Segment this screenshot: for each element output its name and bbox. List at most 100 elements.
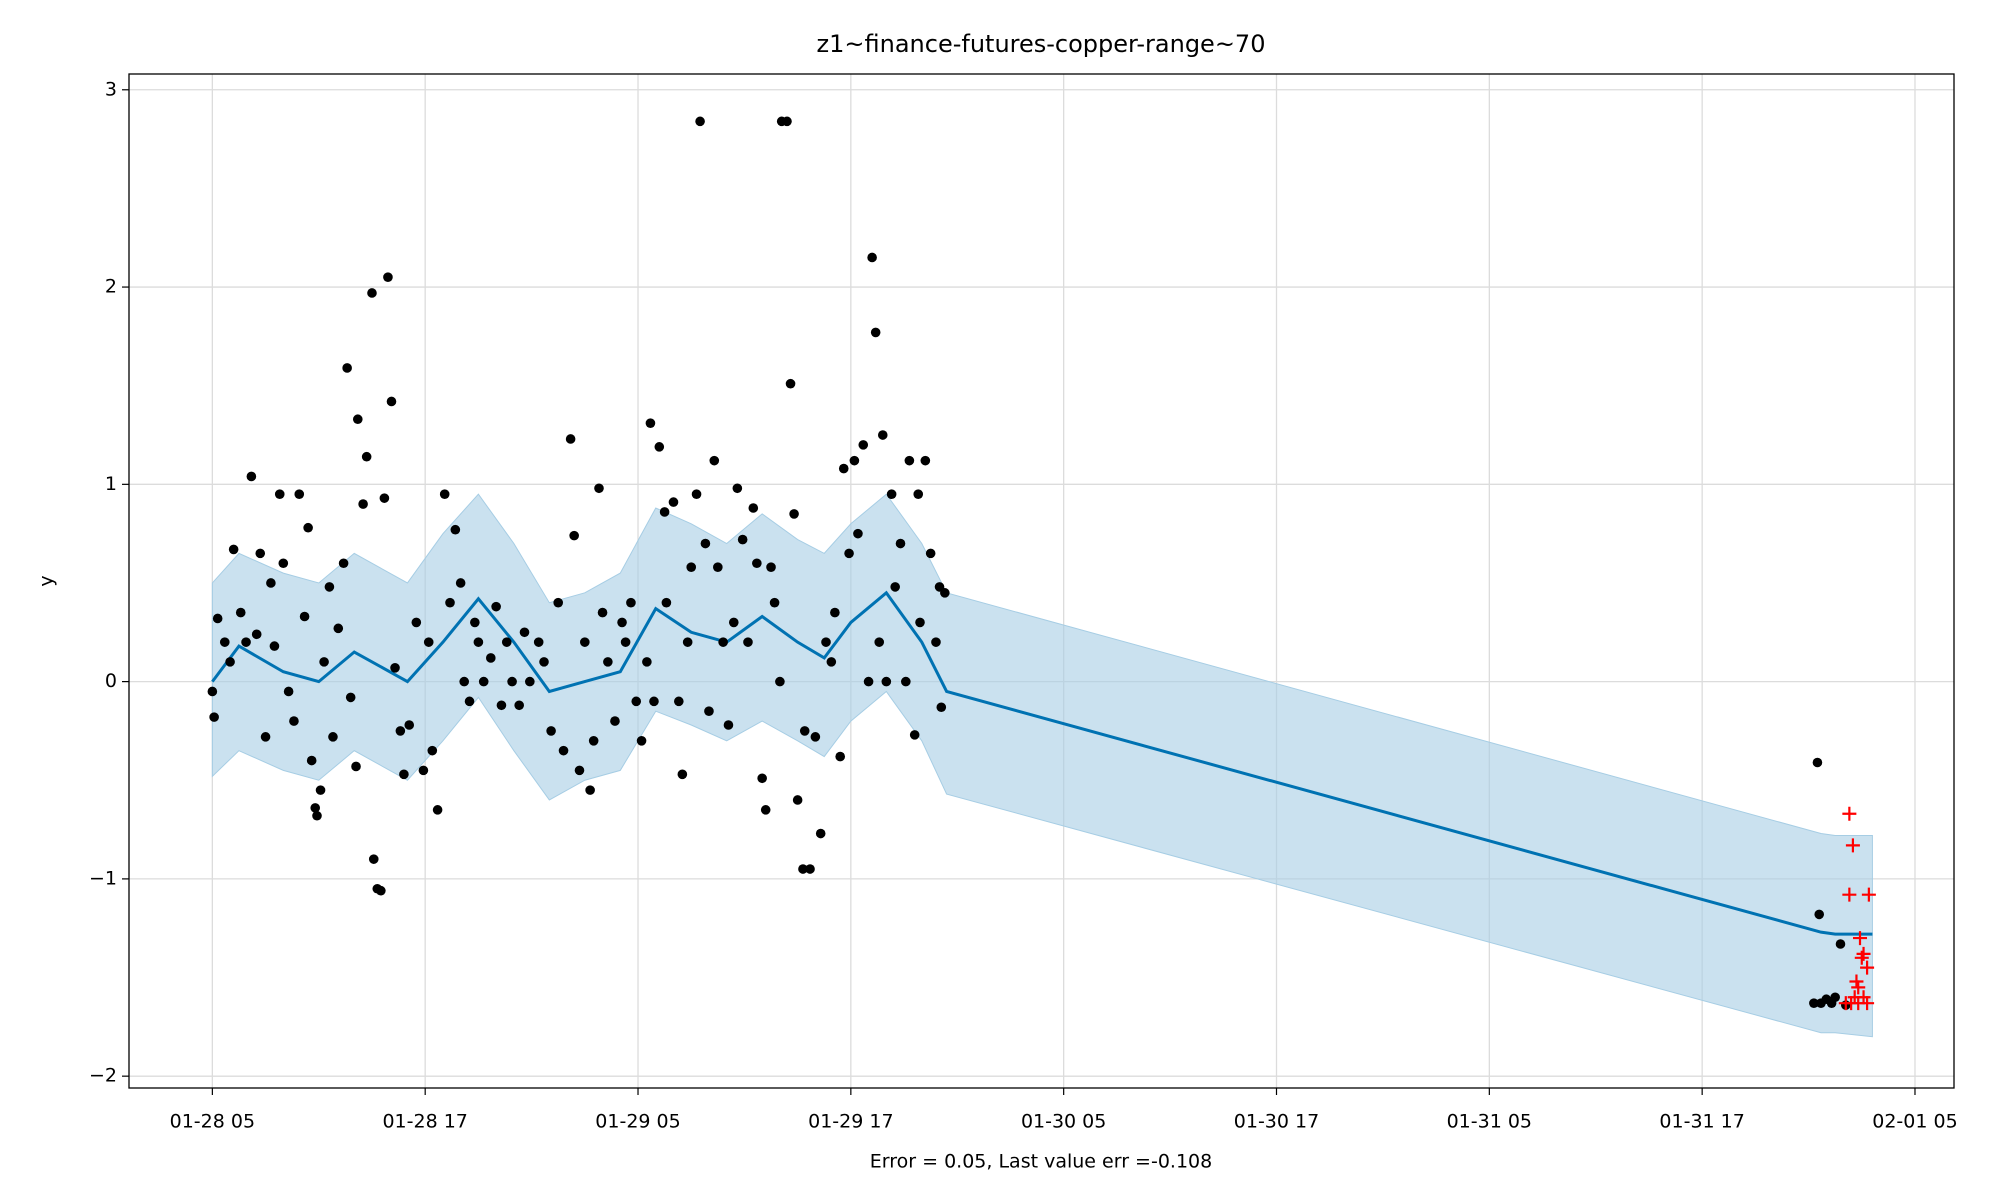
observation-point — [289, 716, 299, 726]
observation-point — [439, 489, 450, 499]
observation-point — [709, 455, 720, 466]
observation-point — [691, 489, 702, 499]
observation-point — [514, 700, 524, 711]
observation-point — [278, 558, 289, 569]
observation-point — [810, 732, 821, 742]
observation-point — [328, 732, 338, 742]
observation-point — [909, 730, 920, 740]
observation-point — [821, 637, 831, 647]
observation-point — [455, 578, 466, 588]
y-tick-label: −1 — [89, 867, 117, 889]
observation-point — [383, 272, 393, 282]
observation-point — [376, 885, 386, 896]
observation-point — [863, 676, 874, 687]
observation-point — [478, 676, 489, 687]
observation-point — [274, 489, 285, 499]
observation-point — [569, 530, 579, 541]
observation-point — [728, 617, 739, 628]
observation-point — [351, 761, 361, 772]
observation-point — [782, 116, 792, 127]
x-tick-label: 02-01 05 — [1872, 1111, 1957, 1133]
actual-marker — [1851, 980, 1866, 995]
observation-point — [580, 637, 590, 647]
x-tick-label: 01-31 17 — [1659, 1111, 1744, 1133]
observation-point — [870, 327, 881, 338]
observation-point — [877, 430, 888, 440]
observation-point — [792, 795, 803, 805]
x-axis-label: Error = 0.05, Last value err =-0.108 — [870, 1151, 1212, 1173]
observation-point — [890, 582, 900, 592]
y-tick-label: 2 — [105, 276, 117, 298]
actual-marker — [1861, 887, 1876, 902]
observation-point — [379, 493, 390, 503]
observation-point — [732, 483, 743, 494]
observation-point — [241, 637, 251, 647]
observation-point — [266, 578, 276, 588]
observation-point — [895, 538, 906, 549]
observation-point — [1814, 909, 1825, 920]
observation-point — [815, 828, 826, 839]
observation-point — [769, 597, 780, 608]
observation-point — [925, 548, 936, 559]
observation-point — [423, 637, 434, 647]
observation-point — [723, 720, 734, 730]
observation-point — [1809, 998, 1819, 1008]
observation-point — [539, 657, 549, 667]
observation-point — [404, 720, 415, 730]
observation-point — [546, 726, 556, 736]
observation-point — [574, 765, 585, 776]
y-tick-label: 1 — [105, 473, 117, 495]
observation-point — [459, 676, 470, 687]
observation-point — [219, 637, 230, 647]
observation-point — [491, 601, 501, 612]
observation-point — [507, 676, 517, 687]
observation-point — [904, 455, 915, 466]
observation-point — [260, 732, 271, 742]
observation-point — [636, 735, 647, 746]
y-tick-label: 0 — [105, 670, 117, 692]
x-tick-label: 01-30 17 — [1234, 1111, 1319, 1133]
observation-point — [283, 686, 294, 697]
observation-point — [867, 252, 877, 263]
observation-point — [668, 497, 679, 507]
actual-marker — [1860, 996, 1875, 1011]
actual-marker — [1854, 950, 1869, 965]
observation-point — [799, 726, 810, 736]
observation-point — [294, 489, 305, 499]
observation-point — [418, 765, 429, 776]
observation-point — [642, 657, 652, 667]
observation-point — [700, 538, 711, 549]
observation-point — [390, 663, 400, 673]
observation-point — [659, 507, 670, 517]
observation-point — [775, 676, 785, 687]
observation-point — [901, 676, 911, 687]
observation-point — [853, 528, 863, 539]
observation-point — [358, 499, 368, 509]
observation-point — [464, 696, 475, 707]
y-tick-label: 3 — [105, 78, 117, 100]
observation-point — [752, 558, 762, 569]
observation-point — [695, 116, 705, 127]
observation-point — [631, 696, 642, 707]
forecast-line — [211, 590, 1873, 936]
observation-point — [235, 607, 246, 618]
observation-point — [682, 637, 693, 647]
observation-point — [352, 414, 363, 425]
observation-point — [626, 597, 636, 608]
actual-marker — [1860, 960, 1875, 975]
observation-point — [427, 745, 438, 756]
observation-point — [432, 805, 443, 815]
actual-marker — [1845, 838, 1860, 853]
observation-point — [826, 657, 837, 667]
observation-point — [838, 463, 849, 474]
observation-point — [844, 548, 854, 559]
observation-point — [361, 451, 372, 462]
observation-point — [1830, 992, 1840, 1003]
observation-point — [209, 712, 219, 722]
x-tick-label: 01-31 05 — [1447, 1111, 1532, 1133]
observation-point — [585, 785, 595, 795]
observation-point — [225, 657, 235, 667]
observation-point — [310, 803, 321, 813]
observation-point — [674, 696, 684, 707]
observation-point — [713, 562, 723, 572]
